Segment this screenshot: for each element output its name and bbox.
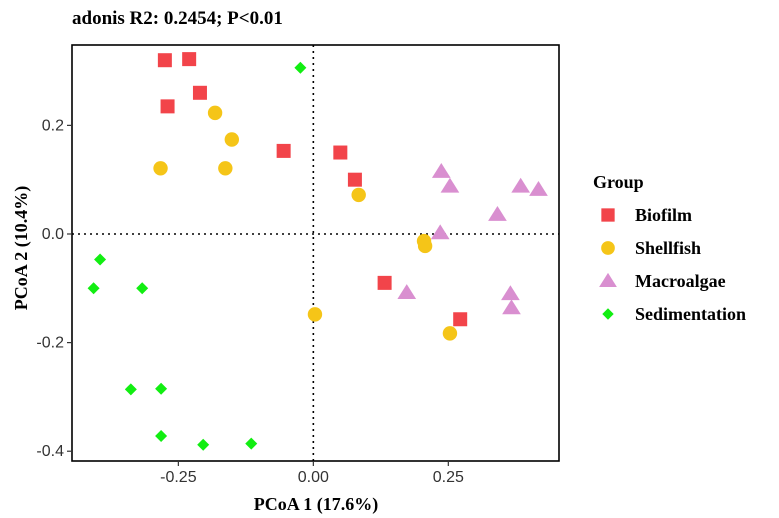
legend-label-sedimentation: Sedimentation: [635, 304, 746, 324]
point-macroalgae-5: [488, 205, 507, 221]
point-macroalgae-4: [529, 180, 548, 196]
y-tick-label-2: 0.0: [42, 226, 64, 243]
point-biofilm-8: [377, 275, 392, 290]
x-axis-title: PCoA 1 (17.6%): [254, 494, 379, 515]
point-sedimentation-1: [294, 61, 307, 74]
y-axis-title: PCoA 2 (10.4%): [11, 186, 32, 311]
point-sedimentation-7: [155, 430, 168, 443]
y-tick-label-1: 0.2: [42, 117, 64, 134]
point-macroalgae-8: [501, 285, 520, 301]
point-biofilm-6: [333, 145, 348, 160]
point-sedimentation-3: [87, 282, 100, 295]
point-sedimentation-9: [245, 437, 258, 450]
point-macroalgae-6: [430, 224, 450, 240]
point-sedimentation-2: [94, 253, 107, 266]
point-shellfish-9: [442, 326, 458, 341]
legend: Group Biofilm Shellfish Macroalgae Sediment…: [593, 172, 746, 324]
point-shellfish-8: [307, 307, 323, 322]
point-biofilm-7: [347, 172, 362, 187]
point-shellfish-4: [218, 161, 233, 176]
chart-title: adonis R2: 0.2454; P<0.01: [72, 8, 283, 29]
point-macroalgae-3: [511, 177, 531, 193]
point-shellfish-5: [351, 187, 366, 203]
point-sedimentation-4: [136, 282, 149, 295]
point-macroalgae-9: [502, 299, 521, 315]
point-biofilm-4: [192, 85, 207, 100]
legend-key-macroalgae: [599, 272, 617, 288]
point-biofilm-5: [276, 143, 291, 158]
legend-label-macroalgae: Macroalgae: [635, 271, 726, 291]
y-tick-label-3: -0.2: [36, 335, 64, 352]
point-sedimentation-8: [197, 438, 210, 451]
point-shellfish-3: [224, 132, 240, 147]
point-biofilm-1: [157, 53, 172, 68]
x-tick-label-3: 0.25: [433, 469, 464, 486]
point-shellfish-1: [153, 161, 168, 176]
legend-label-shellfish: Shellfish: [635, 238, 701, 258]
legend-key-biofilm: [601, 208, 615, 222]
point-sedimentation-5: [124, 383, 137, 396]
point-macroalgae-1: [431, 163, 451, 178]
legend-title: Group: [593, 172, 644, 192]
legend-key-sedimentation: [602, 308, 614, 320]
x-tick-label-1: -0.25: [160, 469, 197, 486]
plot-area: [72, 45, 559, 461]
point-macroalgae-7: [397, 284, 417, 300]
point-sedimentation-6: [155, 382, 168, 395]
point-shellfish-2: [207, 105, 223, 121]
plot-frame: [71, 44, 560, 462]
point-biofilm-9: [453, 312, 468, 327]
point-macroalgae-2: [440, 177, 460, 193]
axes: -0.25 0.00 0.25 0.2 0.0 -0.2 -0.4: [36, 44, 560, 486]
point-biofilm-3: [160, 99, 175, 114]
y-tick-label-4: -0.4: [36, 443, 64, 460]
x-tick-label-2: 0.00: [298, 469, 329, 486]
legend-label-biofilm: Biofilm: [635, 205, 692, 225]
legend-key-shellfish: [601, 241, 615, 255]
point-shellfish-7: [417, 238, 433, 254]
point-biofilm-2: [182, 52, 197, 67]
